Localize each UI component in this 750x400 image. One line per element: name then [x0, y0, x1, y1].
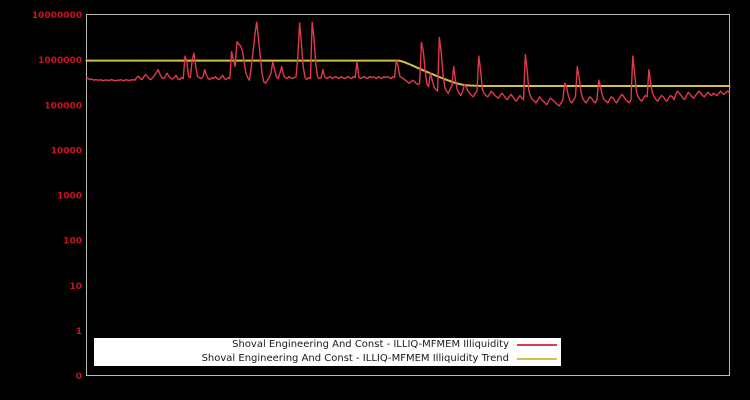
chart-legend: Shoval Engineering And Const - ILLIQ-MFM… — [94, 338, 561, 366]
data-series-group — [85, 21, 731, 107]
legend-swatch-illiquidity — [517, 344, 557, 346]
legend-swatch-illiquidity-trend — [517, 358, 557, 360]
legend-entry-illiquidity-trend[interactable]: Shoval Engineering And Const - ILLIQ-MFM… — [94, 352, 561, 366]
y-axis-tick-label: 100 — [63, 237, 82, 247]
legend-label-illiquidity: Shoval Engineering And Const - ILLIQ-MFM… — [232, 339, 509, 350]
legend-label-illiquidity-trend: Shoval Engineering And Const - ILLIQ-MFM… — [201, 353, 509, 364]
y-axis-tick-label: 10000 — [51, 146, 82, 156]
y-axis-tick-label: 10 — [69, 282, 82, 292]
series-line-illiquidity — [85, 21, 731, 107]
plot-area-border — [86, 14, 730, 376]
legend-entry-illiquidity[interactable]: Shoval Engineering And Const - ILLIQ-MFM… — [94, 338, 561, 352]
series-line-illiquidity-trend — [85, 59, 731, 88]
y-axis-tick-label: 1000 — [57, 192, 82, 202]
y-axis-tick-label: 1 — [76, 327, 82, 337]
y-axis-tick-label: 1000000 — [38, 56, 82, 66]
y-axis-tick-label: 0 — [76, 372, 82, 382]
y-axis-tick-label: 10000000 — [32, 11, 82, 21]
y-axis-tick-label: 100000 — [44, 101, 82, 111]
